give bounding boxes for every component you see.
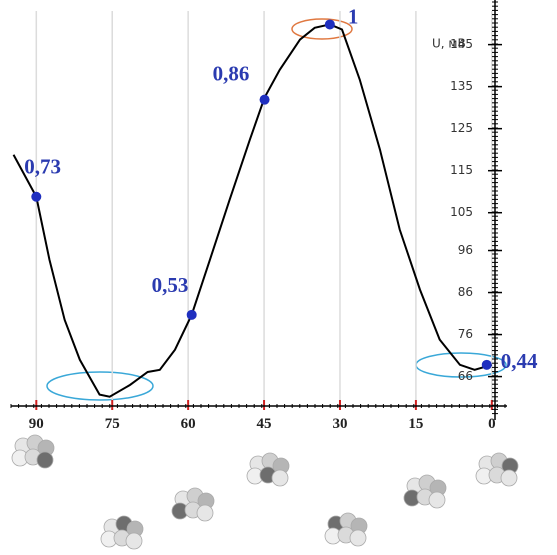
highlight-ellipse bbox=[291, 18, 353, 40]
y-tick-label: 125 bbox=[450, 121, 473, 135]
molecule-icon bbox=[100, 515, 144, 550]
x-tick-label: 30 bbox=[332, 416, 347, 432]
molecule-icon bbox=[403, 474, 447, 509]
marker-label: 0,44 bbox=[501, 349, 538, 373]
y-tick-label: 105 bbox=[450, 205, 473, 219]
marker-label: 0,73 bbox=[24, 155, 61, 179]
marker-point bbox=[481, 359, 492, 370]
molecule-icon bbox=[11, 434, 55, 469]
marker-point bbox=[31, 191, 42, 202]
molecule-icon bbox=[246, 452, 290, 487]
x-tick-label: 60 bbox=[181, 416, 196, 432]
molecule-icon bbox=[324, 512, 368, 547]
y-tick-label: 135 bbox=[450, 79, 473, 93]
x-tick-label: 15 bbox=[408, 416, 423, 432]
y-tick-label: 145 bbox=[450, 37, 473, 51]
molecule-atom bbox=[428, 491, 446, 509]
molecule-atom bbox=[349, 529, 367, 547]
molecule-icon bbox=[475, 452, 519, 487]
molecule-atom bbox=[500, 469, 518, 487]
y-tick-label: 96 bbox=[458, 243, 473, 257]
marker-label: 0,86 bbox=[213, 62, 250, 86]
marker-label: 1 bbox=[348, 4, 359, 28]
y-tick-label: 86 bbox=[458, 285, 473, 299]
y-axis-label: U, мВ bbox=[432, 37, 466, 51]
molecule-atom bbox=[125, 532, 143, 550]
y-tick-label: 66 bbox=[458, 369, 473, 383]
molecule-atom bbox=[196, 504, 214, 522]
marker-point bbox=[186, 309, 197, 320]
molecule-atom bbox=[36, 451, 54, 469]
highlight-ellipse bbox=[46, 371, 154, 401]
x-tick-label: 75 bbox=[105, 416, 120, 432]
marker-point bbox=[324, 19, 335, 30]
molecule-atom bbox=[271, 469, 289, 487]
x-tick-label: 0 bbox=[488, 416, 496, 432]
molecule-icon bbox=[171, 487, 215, 522]
y-tick-label: 76 bbox=[458, 327, 473, 341]
marker-point bbox=[259, 94, 270, 105]
x-tick-label: 90 bbox=[29, 416, 44, 432]
y-tick-label: 115 bbox=[450, 163, 473, 177]
x-tick-label: 45 bbox=[257, 416, 272, 432]
marker-label: 0,53 bbox=[152, 273, 189, 297]
data-line bbox=[12, 23, 493, 398]
